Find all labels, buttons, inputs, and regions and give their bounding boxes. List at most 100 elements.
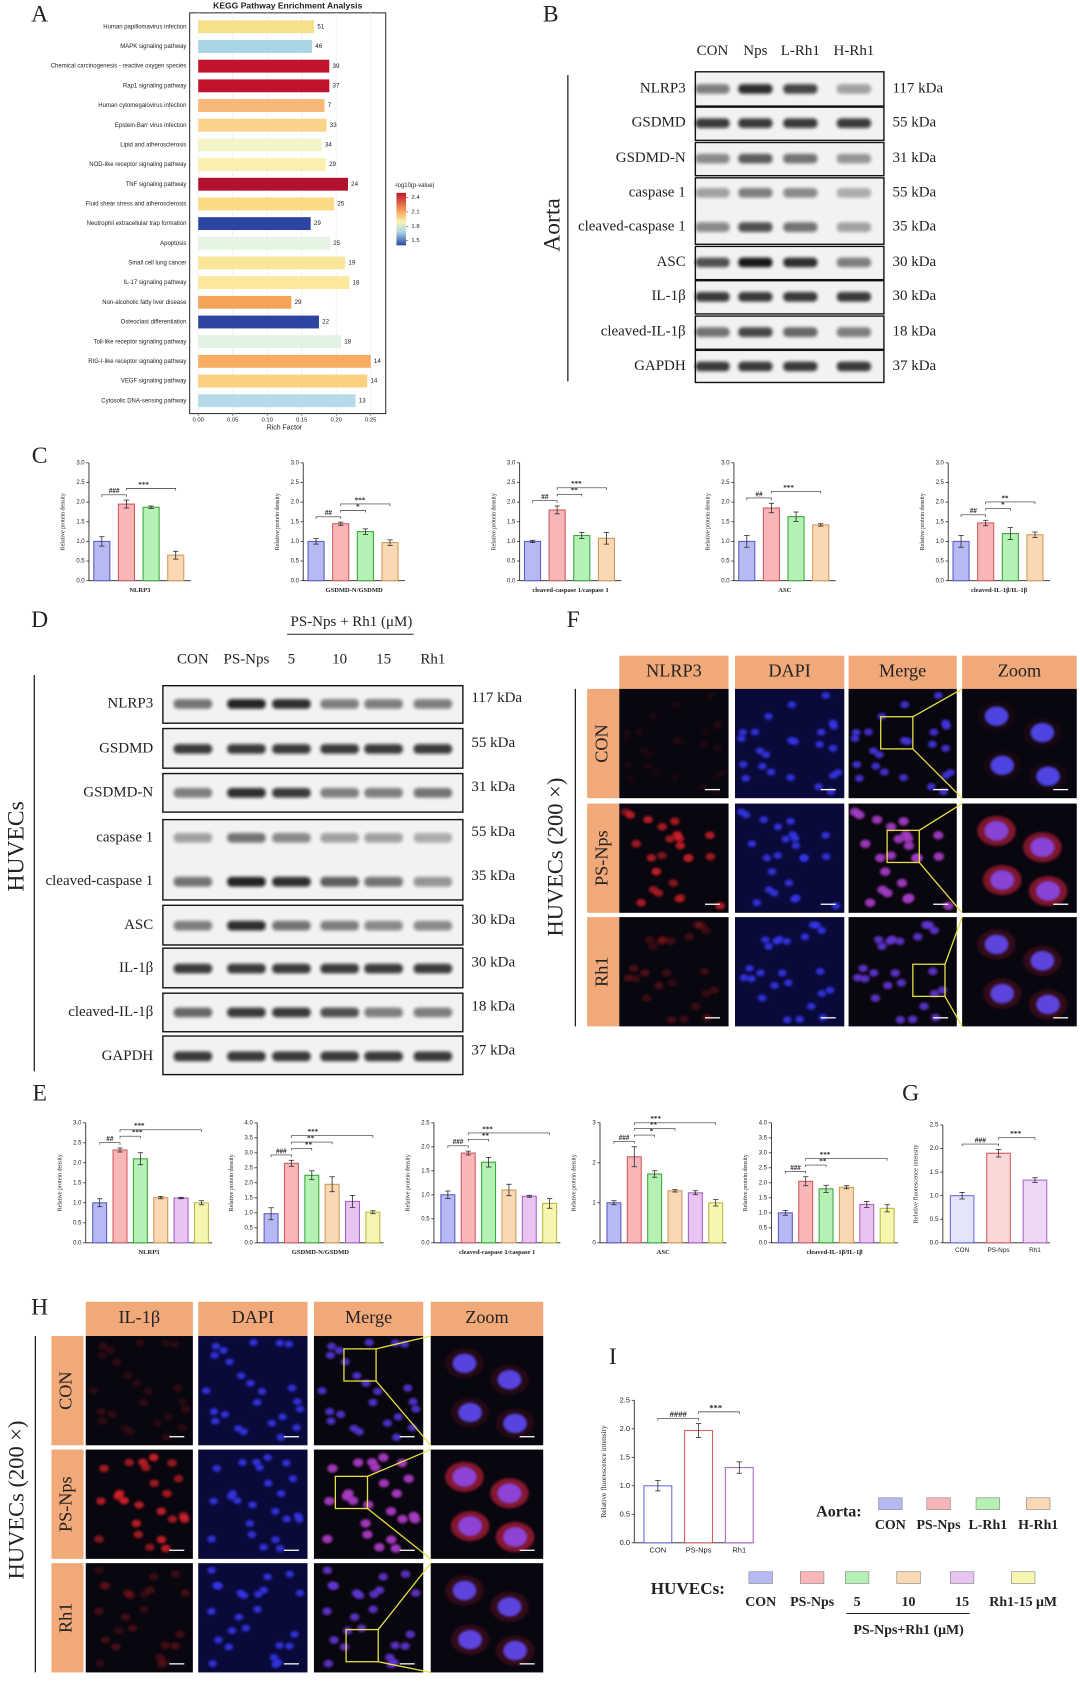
protein-label: IL-1β <box>119 960 153 976</box>
legend-label: PS-Nps <box>917 1518 962 1533</box>
nucleus <box>288 1475 298 1483</box>
error-bar <box>554 505 560 515</box>
y-tick-label: 2.5 <box>291 480 300 486</box>
cell <box>863 727 874 737</box>
nucleus <box>276 1433 286 1441</box>
nucleus-overlay <box>503 1640 527 1661</box>
y-tick-label: 2.0 <box>936 500 945 506</box>
blot-band <box>783 222 818 232</box>
blot-band <box>836 118 872 129</box>
nucleus <box>214 1636 223 1644</box>
blot-band <box>413 833 453 843</box>
bar <box>597 537 615 582</box>
bar <box>198 315 319 329</box>
cell <box>372 1387 384 1396</box>
zoom-line <box>944 916 963 965</box>
cell <box>902 834 914 843</box>
y-tick-label: 2.5 <box>721 480 730 486</box>
error-bar <box>117 1147 123 1153</box>
cell <box>325 1351 336 1360</box>
nucleus <box>285 1570 295 1578</box>
kda-label: 35 kDa <box>892 219 936 235</box>
x-tick-label: CON <box>955 1247 970 1254</box>
y-tick-label: 2.0 <box>721 500 730 506</box>
kda-label: 117 kDa <box>471 690 522 706</box>
blot-frame <box>162 1035 464 1076</box>
cell <box>163 1413 174 1421</box>
x-tick-label: 0.10 <box>262 418 274 424</box>
protein-label: NLRP3 <box>107 695 153 711</box>
cell <box>646 854 657 862</box>
cell <box>874 853 886 863</box>
nucleus <box>233 1497 242 1505</box>
bar <box>812 524 830 582</box>
blot-band <box>320 788 359 798</box>
x-axis-label: NLRP3 <box>138 1249 160 1256</box>
nucleus-overlay <box>458 1630 482 1650</box>
y-tick-label: 0.5 <box>245 1225 254 1231</box>
error-bar <box>713 1199 719 1207</box>
y-tick-label: 1.0 <box>291 539 300 545</box>
cell <box>622 728 632 737</box>
significance-bracket <box>998 1137 1036 1140</box>
blot-band <box>272 1007 311 1018</box>
cell <box>873 750 885 759</box>
error-bar <box>959 1191 965 1200</box>
nucleus <box>786 817 795 825</box>
y-tick-label: 0.5 <box>507 559 516 565</box>
cell <box>132 1379 142 1387</box>
cell <box>648 942 658 951</box>
cell <box>929 926 940 935</box>
cell <box>123 1371 133 1380</box>
blot-band <box>272 1051 311 1062</box>
y-tick-label: 1.0 <box>76 539 85 545</box>
protein-label: cleaved-caspase 1 <box>578 219 686 235</box>
y-tick-label: 3.0 <box>291 460 300 466</box>
y-tick-label: 0.5 <box>76 559 85 565</box>
nucleus <box>207 1607 216 1615</box>
x-axis-label: cleaved-caspase 1/caspase 1 <box>459 1249 535 1256</box>
error-bar <box>529 539 536 543</box>
y-tick-label: 2.0 <box>759 1180 768 1186</box>
bar <box>501 1189 517 1244</box>
cell <box>392 1412 404 1422</box>
bar <box>986 1152 1011 1244</box>
cell <box>926 740 938 749</box>
blot-band <box>173 963 213 974</box>
significance-label: ** <box>307 1135 315 1143</box>
zoom-line <box>375 1335 431 1350</box>
cell <box>156 1507 167 1516</box>
nucleus <box>828 744 838 752</box>
error-bar <box>864 1201 870 1208</box>
cell <box>167 1459 177 1467</box>
count-label: 22 <box>322 319 329 326</box>
blot-band <box>836 257 872 268</box>
y-tick-label: 1 <box>592 1200 596 1206</box>
micrograph <box>619 917 729 1027</box>
nucleus <box>214 1582 223 1590</box>
cell <box>667 979 678 987</box>
significance-bracket <box>340 510 366 513</box>
cell <box>639 969 650 977</box>
row-header-cell <box>51 1336 84 1446</box>
cell <box>410 1404 422 1414</box>
x-tick-label: 0.20 <box>331 418 343 424</box>
y-tick-label: 1.5 <box>73 1180 82 1186</box>
cell <box>322 1566 333 1575</box>
cell <box>940 771 952 780</box>
significance-bracket <box>805 1164 827 1168</box>
row-header-cell <box>51 1449 84 1559</box>
error-bar <box>485 1156 492 1168</box>
significance-bracket <box>467 1139 489 1142</box>
category-label: Lipid and atherosclerosis <box>120 142 186 148</box>
significance-bracket <box>291 1141 333 1145</box>
cell <box>122 1589 133 1597</box>
cell <box>896 878 908 888</box>
count-label: 29 <box>314 220 321 227</box>
blot-band <box>320 833 359 843</box>
cell <box>903 841 915 850</box>
blot-band <box>738 291 773 302</box>
nucleus <box>800 854 809 862</box>
kda-label: 55 kDa <box>892 115 936 131</box>
panel-letter: D <box>31 607 48 633</box>
